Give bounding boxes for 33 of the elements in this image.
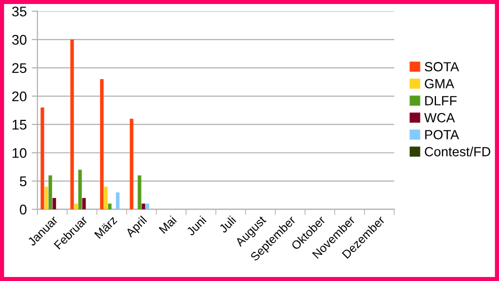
- bar: [78, 170, 82, 210]
- y-tick-label: 10: [12, 148, 26, 158]
- legend-label: GMA: [424, 79, 454, 88]
- x-tick-label: Mai: [158, 215, 177, 234]
- y-tick-label: 35: [12, 6, 26, 16]
- bar: [74, 204, 78, 210]
- bar: [108, 204, 112, 210]
- bar: [130, 118, 134, 210]
- x-tick-label: Juni: [186, 215, 207, 236]
- bar: [116, 192, 120, 210]
- y-tick-label: 15: [12, 120, 26, 130]
- bar: [52, 198, 56, 210]
- bar: [44, 186, 48, 210]
- bar: [82, 198, 86, 210]
- bar: [48, 175, 52, 210]
- legend-label: SOTA: [424, 62, 460, 72]
- bar: [70, 40, 74, 210]
- legend-label: Contest/FD: [424, 146, 490, 156]
- x-tick-label: Juli: [218, 215, 236, 234]
- y-tick-label: 25: [12, 63, 26, 74]
- y-tick-label: 30: [12, 34, 26, 45]
- bar: [142, 204, 146, 210]
- bar: [40, 107, 44, 210]
- y-tick-label: 5: [20, 176, 26, 186]
- y-tick-label: 20: [12, 91, 26, 102]
- y-tick-label: 0: [20, 204, 26, 215]
- bar: [100, 79, 104, 210]
- legend-label: DLFF: [425, 96, 457, 106]
- bar: [138, 175, 142, 210]
- bar: [146, 204, 150, 210]
- legend-label: POTA: [425, 130, 460, 140]
- legend-label: WCA: [424, 113, 455, 122]
- bar: [104, 186, 108, 210]
